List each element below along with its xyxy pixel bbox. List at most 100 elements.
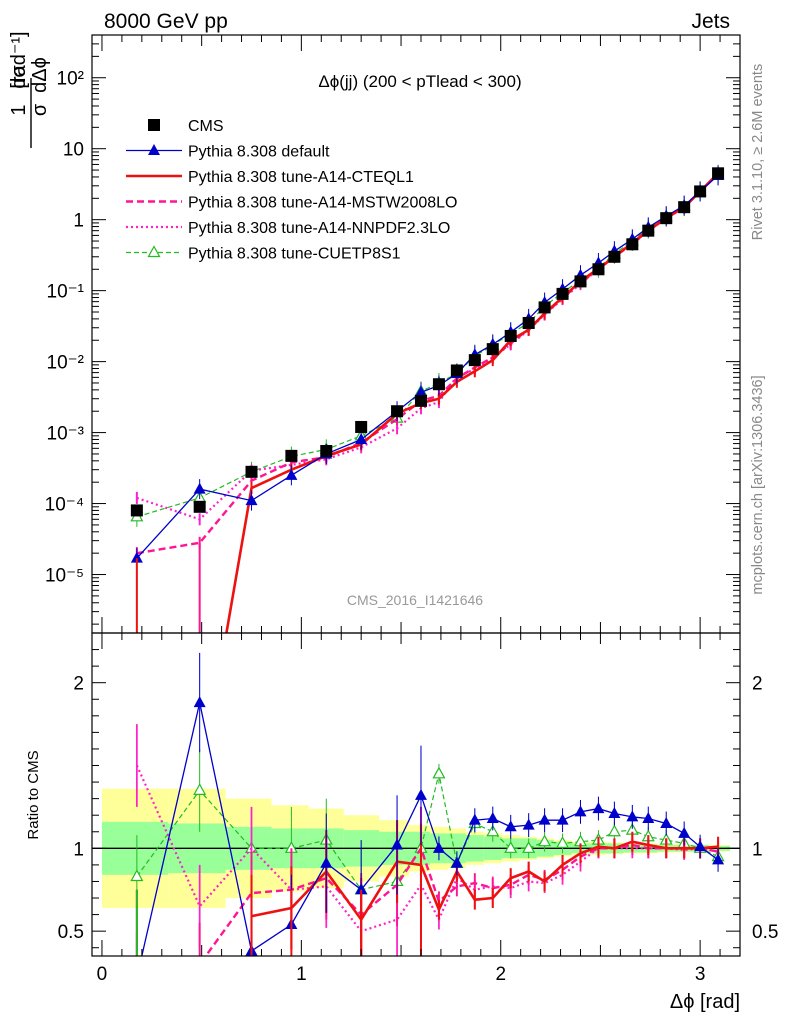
main-point [486,343,499,356]
plot-title: Δϕ(jj) (200 < pTlead < 300) [318,72,521,91]
legend-marker [147,245,161,258]
ratio-point [355,883,368,895]
main-series-line [225,172,720,633]
ratio-point [556,813,569,825]
ratio-point [642,812,655,824]
main-plot-panel: 10⁻⁵ 10⁻⁴ 10⁻³ 10⁻² 10⁻¹ 1 10 10² Δϕ(jj) (200 <… [45,34,741,634]
main-point [130,551,143,563]
main-point [626,238,639,251]
main-point [574,275,587,288]
ratio-plot-frame [91,632,741,957]
ratio-point [626,810,639,822]
main-point [391,405,404,418]
ratio-point [712,853,725,865]
x-tick-label: 0 [97,964,108,985]
legend-label: Pythia 8.308 tune-CUETP8S1 [188,246,401,263]
main-point [712,167,725,180]
ratio-point [522,818,535,830]
main-point [468,354,481,367]
svg-text:1: 1 [8,104,30,115]
ratio-point [486,824,500,837]
main-y-axis-label: 1 σ dσ dΔϕ [rad⁻¹] [8,31,51,148]
ratio-y-tick-label-right: 0.5 [752,922,778,943]
ratio-point [504,820,517,832]
ratio-point [414,788,427,800]
ratio-point [522,841,536,853]
main-point [285,449,298,462]
ratio-point [592,802,605,814]
main-y-tick-label: 10⁻¹ [47,282,85,303]
svg-text:[rad⁻¹]: [rad⁻¹] [8,31,30,88]
main-axis-ticks: 10⁻⁵ 10⁻⁴ 10⁻³ 10⁻² 10⁻¹ 1 10 10² [45,34,740,633]
mcplots-label: mcplots.cern.ch [arXiv:1306.3436] [750,375,766,594]
svg-text:dΔϕ: dΔϕ [29,57,51,93]
main-point [642,224,655,237]
ratio-point [130,869,144,882]
energy-label: 8000 GeV pp [104,10,228,33]
ratio-y-axis-label: Ratio to CMS [25,750,42,839]
main-point [320,445,333,458]
main-point [285,468,298,480]
legend-label: Pythia 8.308 tune-A14-NNPDF2.3LO [188,220,450,237]
main-point [245,465,258,478]
ratio-point [607,824,621,837]
ratio-point [678,826,691,838]
ratio-point [556,836,570,848]
main-y-tick-label: 10⁻⁵ [45,566,84,587]
main-point [355,420,368,433]
ratio-y-tick-label-right: 2 [752,674,763,695]
main-point [432,378,445,391]
main-point [556,287,569,300]
main-point [678,201,691,214]
ratio-y-tick-label: 0.5 [58,922,84,943]
main-point [414,385,427,397]
ratio-point [574,805,587,817]
ratio-y-tick-label: 1 [73,839,84,860]
main-point [130,504,143,517]
main-point [245,494,258,506]
ratio-y-tick-label-right: 1 [752,839,763,860]
ratio-point [131,971,143,982]
x-tick-label: 1 [296,964,307,985]
ratio-series-line [251,840,719,922]
ratio-series-0 [131,652,725,982]
main-point [608,250,621,263]
rivet-label: Rivet 3.1.10, ≥ 2.6M events [750,64,766,240]
x-axis-label: Δϕ [rad] [670,991,740,1013]
watermark: CMS_2016_I1421646 [347,592,483,608]
legend-label: Pythia 8.308 default [188,144,330,161]
main-y-tick-label: 10² [57,69,84,90]
x-tick-label: 2 [495,964,506,985]
main-y-tick-label: 10⁻³ [47,424,85,445]
legend-label: CMS [188,118,224,135]
legend: CMS Pythia 8.308 default Pythia 8.308 tune… [126,118,457,263]
main-point [592,263,605,276]
main-point [538,301,551,314]
main-point [522,317,535,330]
ratio-point [193,696,206,708]
ratio-plot-panel: 0.5 0.5 1 1 2 2 0 1 2 3 Ratio to CMS Δϕ [rad] [25,632,778,1013]
ratio-point [608,807,621,819]
main-point [414,394,427,407]
main-y-tick-label: 10⁻⁴ [45,495,84,516]
main-point [355,432,368,444]
main-point [694,185,707,198]
ratio-y-tick-label: 2 [73,674,84,695]
ratio-point [694,840,707,852]
ratio-data-layer [92,652,740,982]
main-point [193,500,206,513]
svg-text:σ: σ [29,103,51,116]
ratio-point [450,856,463,868]
ratio-point [538,813,551,825]
main-data-layer [130,164,725,633]
legend-marker [148,119,160,131]
main-y-tick-label: 1 [73,211,84,232]
main-series-0 [130,167,725,517]
ratio-point [193,783,207,795]
ratio-point [486,812,499,824]
main-point [193,482,206,494]
main-point [450,364,463,377]
ratio-point [320,856,333,868]
ratio-point [504,841,518,853]
